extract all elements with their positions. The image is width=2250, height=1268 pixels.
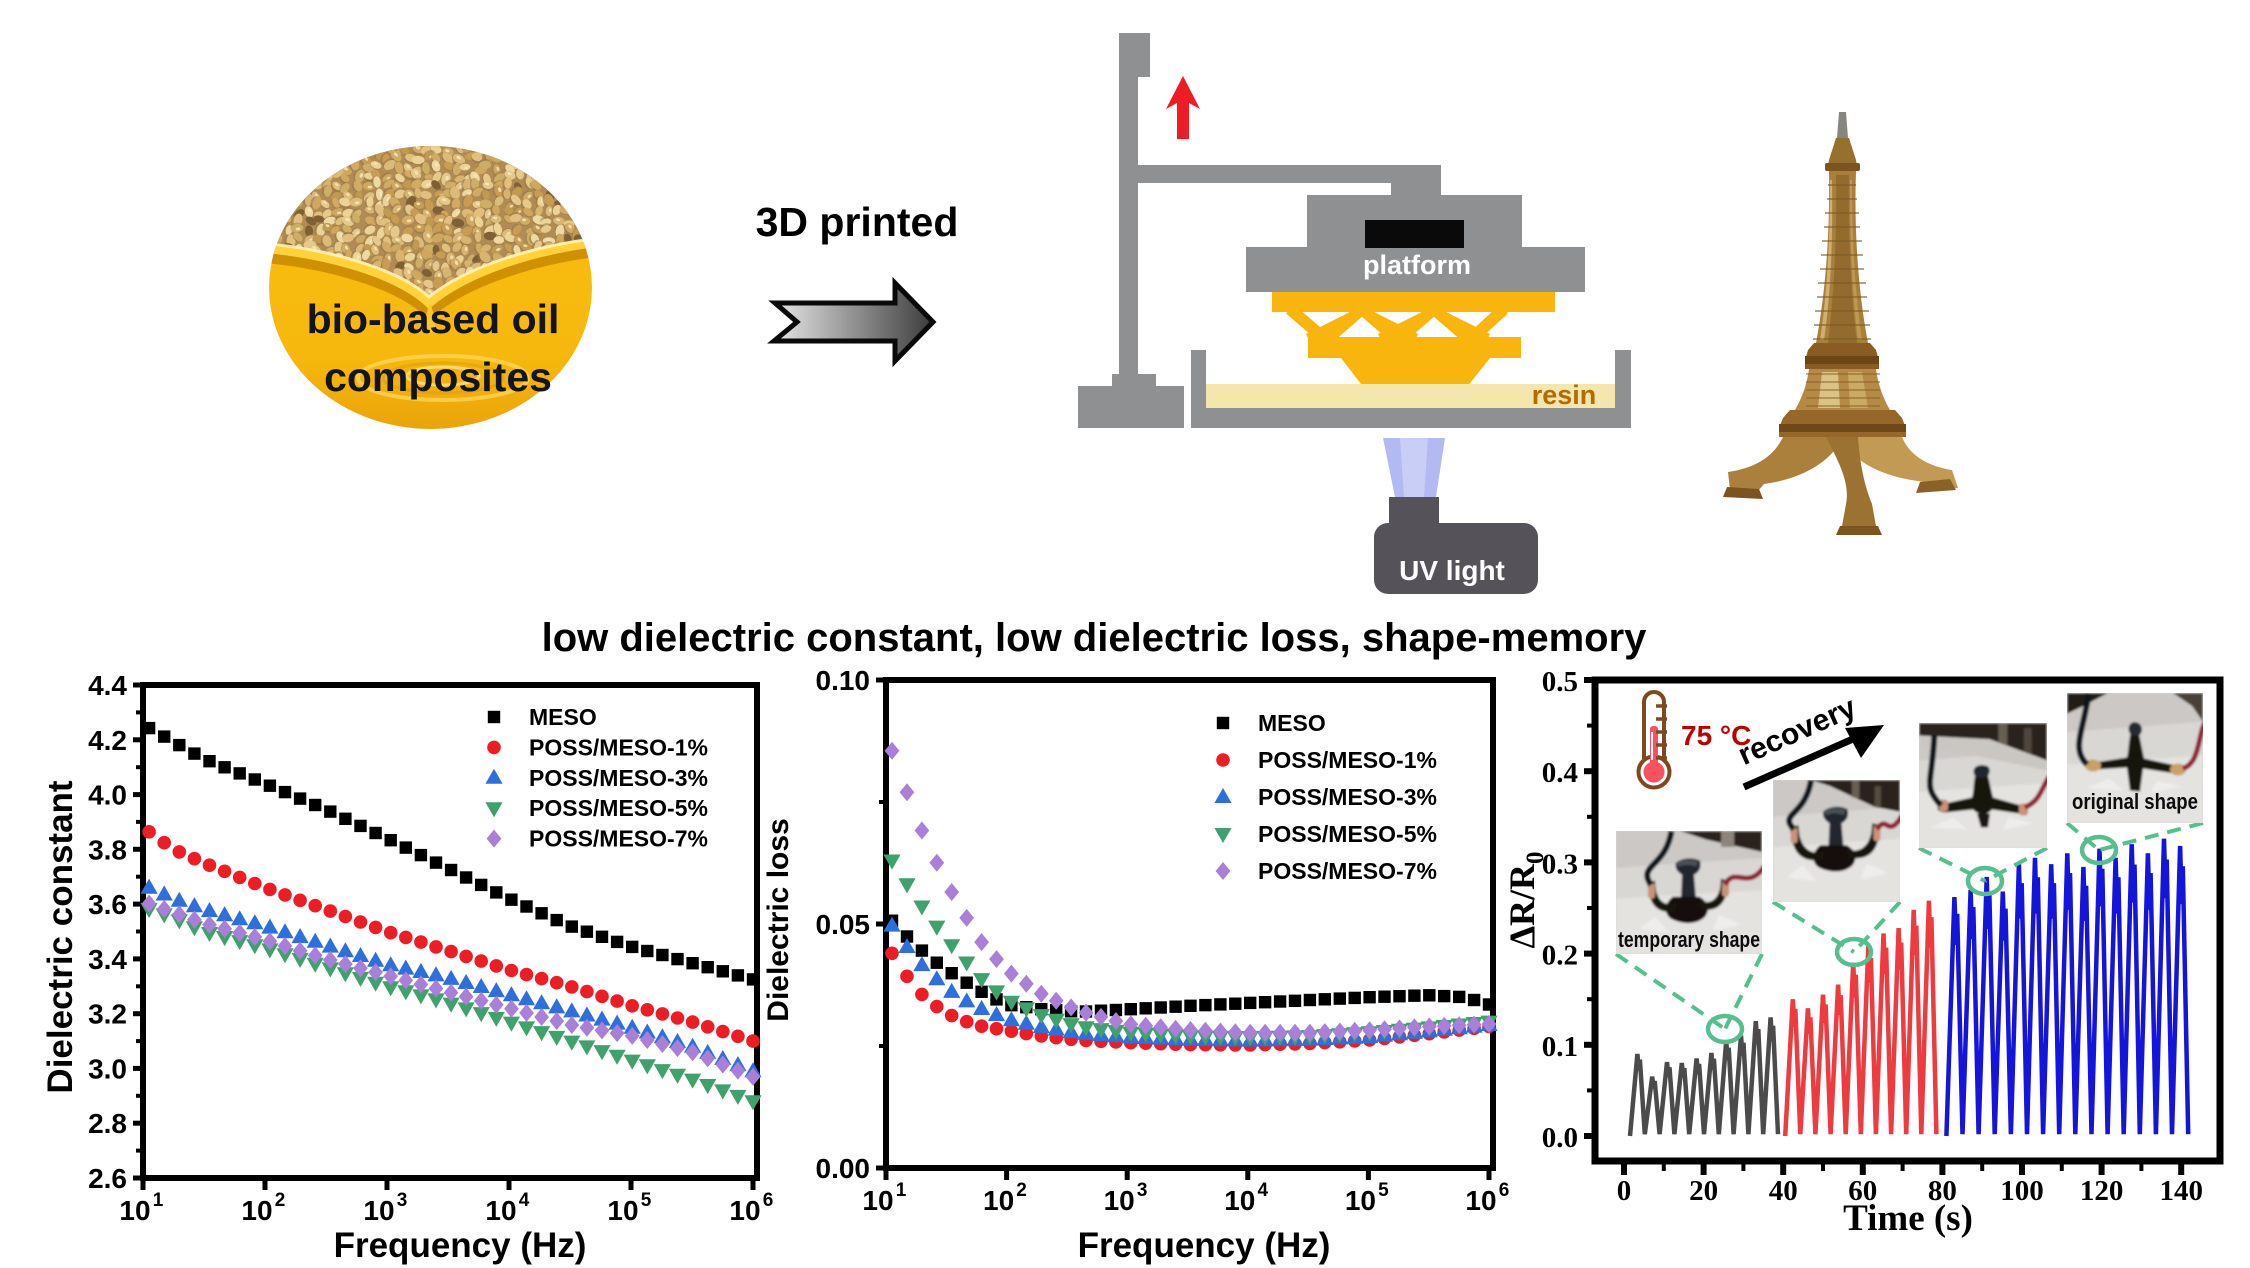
svg-text:POSS/MESO-3%: POSS/MESO-3% xyxy=(1258,784,1437,810)
svg-text:10: 10 xyxy=(1224,1185,1255,1216)
svg-text:10: 10 xyxy=(729,1195,760,1226)
svg-text:2: 2 xyxy=(275,1190,286,1211)
svg-text:MESO: MESO xyxy=(1258,710,1326,736)
svg-text:ΔR/R0: ΔR/R0 xyxy=(1502,851,1549,948)
svg-text:0.05: 0.05 xyxy=(816,909,871,940)
svg-text:resin: resin xyxy=(1532,380,1597,410)
svg-text:0.2: 0.2 xyxy=(1542,940,1578,972)
svg-text:POSS/MESO-5%: POSS/MESO-5% xyxy=(1258,821,1437,847)
svg-text:3.2: 3.2 xyxy=(88,999,127,1030)
svg-text:bio-based oil: bio-based oil xyxy=(307,296,560,342)
svg-text:POSS/MESO-1%: POSS/MESO-1% xyxy=(1258,747,1437,773)
svg-text:4: 4 xyxy=(1258,1180,1269,1201)
svg-text:6: 6 xyxy=(763,1190,774,1211)
svg-text:POSS/MESO-1%: POSS/MESO-1% xyxy=(529,734,708,760)
svg-text:0.00: 0.00 xyxy=(816,1153,871,1184)
svg-text:0: 0 xyxy=(1617,1175,1632,1207)
svg-text:4.0: 4.0 xyxy=(88,780,127,811)
svg-text:10: 10 xyxy=(862,1185,893,1216)
svg-text:3.8: 3.8 xyxy=(88,834,127,865)
svg-text:10: 10 xyxy=(983,1185,1014,1216)
svg-text:temporary shape: temporary shape xyxy=(1618,927,1760,952)
svg-text:1: 1 xyxy=(896,1180,907,1201)
svg-text:4.2: 4.2 xyxy=(88,725,127,756)
svg-text:3: 3 xyxy=(1137,1180,1148,1201)
svg-text:3D printed: 3D printed xyxy=(756,199,959,245)
svg-text:4.4: 4.4 xyxy=(88,670,127,701)
svg-text:10: 10 xyxy=(241,1195,272,1226)
svg-text:140: 140 xyxy=(2159,1175,2203,1207)
svg-text:0.4: 0.4 xyxy=(1542,757,1578,789)
svg-text:10: 10 xyxy=(1465,1185,1496,1216)
svg-text:0.10: 0.10 xyxy=(816,665,871,696)
svg-text:0.0: 0.0 xyxy=(1542,1122,1578,1154)
svg-text:5: 5 xyxy=(641,1190,652,1211)
svg-text:80: 80 xyxy=(1928,1175,1957,1207)
svg-text:POSS/MESO-5%: POSS/MESO-5% xyxy=(529,795,708,821)
svg-text:6: 6 xyxy=(1499,1180,1510,1201)
svg-text:10: 10 xyxy=(1104,1185,1135,1216)
svg-text:10: 10 xyxy=(1345,1185,1376,1216)
svg-text:POSS/MESO-7%: POSS/MESO-7% xyxy=(529,826,708,852)
svg-text:MESO: MESO xyxy=(529,704,597,730)
svg-text:10: 10 xyxy=(363,1195,394,1226)
svg-text:10: 10 xyxy=(607,1195,638,1226)
svg-text:1: 1 xyxy=(153,1190,164,1211)
svg-text:Dielectric loss: Dielectric loss xyxy=(762,818,795,1021)
svg-text:UV light: UV light xyxy=(1399,555,1505,586)
svg-text:0.1: 0.1 xyxy=(1542,1031,1578,1063)
svg-text:Frequency (Hz): Frequency (Hz) xyxy=(334,1226,587,1265)
svg-text:100: 100 xyxy=(2000,1175,2044,1207)
svg-text:10: 10 xyxy=(485,1195,516,1226)
svg-text:Time (s): Time (s) xyxy=(1843,1198,1973,1239)
svg-text:0.3: 0.3 xyxy=(1542,848,1578,880)
svg-text:3.4: 3.4 xyxy=(88,944,127,975)
svg-text:0.5: 0.5 xyxy=(1542,666,1578,698)
svg-text:POSS/MESO-3%: POSS/MESO-3% xyxy=(529,765,708,791)
svg-text:75 °C: 75 °C xyxy=(1681,720,1751,751)
svg-text:3: 3 xyxy=(397,1190,408,1211)
svg-text:120: 120 xyxy=(2080,1175,2124,1207)
svg-text:5: 5 xyxy=(1378,1180,1389,1201)
svg-text:2.8: 2.8 xyxy=(88,1108,127,1139)
svg-text:platform: platform xyxy=(1363,250,1471,280)
svg-text:3.0: 3.0 xyxy=(88,1053,127,1084)
svg-text:Frequency (Hz): Frequency (Hz) xyxy=(1078,1226,1331,1265)
svg-text:3.6: 3.6 xyxy=(88,889,127,920)
svg-text:60: 60 xyxy=(1848,1175,1877,1207)
svg-text:10: 10 xyxy=(119,1195,150,1226)
svg-text:original shape: original shape xyxy=(2072,789,2198,814)
svg-text:2.6: 2.6 xyxy=(88,1163,127,1194)
svg-text:20: 20 xyxy=(1689,1175,1718,1207)
svg-text:2: 2 xyxy=(1016,1180,1027,1201)
svg-text:4: 4 xyxy=(519,1190,530,1211)
svg-text:recovery: recovery xyxy=(1733,691,1861,772)
svg-text:low dielectric constant, low d: low dielectric constant, low dielectric … xyxy=(542,616,1648,660)
svg-text:POSS/MESO-7%: POSS/MESO-7% xyxy=(1258,858,1437,884)
svg-text:Dielectric constant: Dielectric constant xyxy=(41,780,80,1093)
svg-text:composites: composites xyxy=(324,354,552,400)
svg-text:40: 40 xyxy=(1769,1175,1798,1207)
